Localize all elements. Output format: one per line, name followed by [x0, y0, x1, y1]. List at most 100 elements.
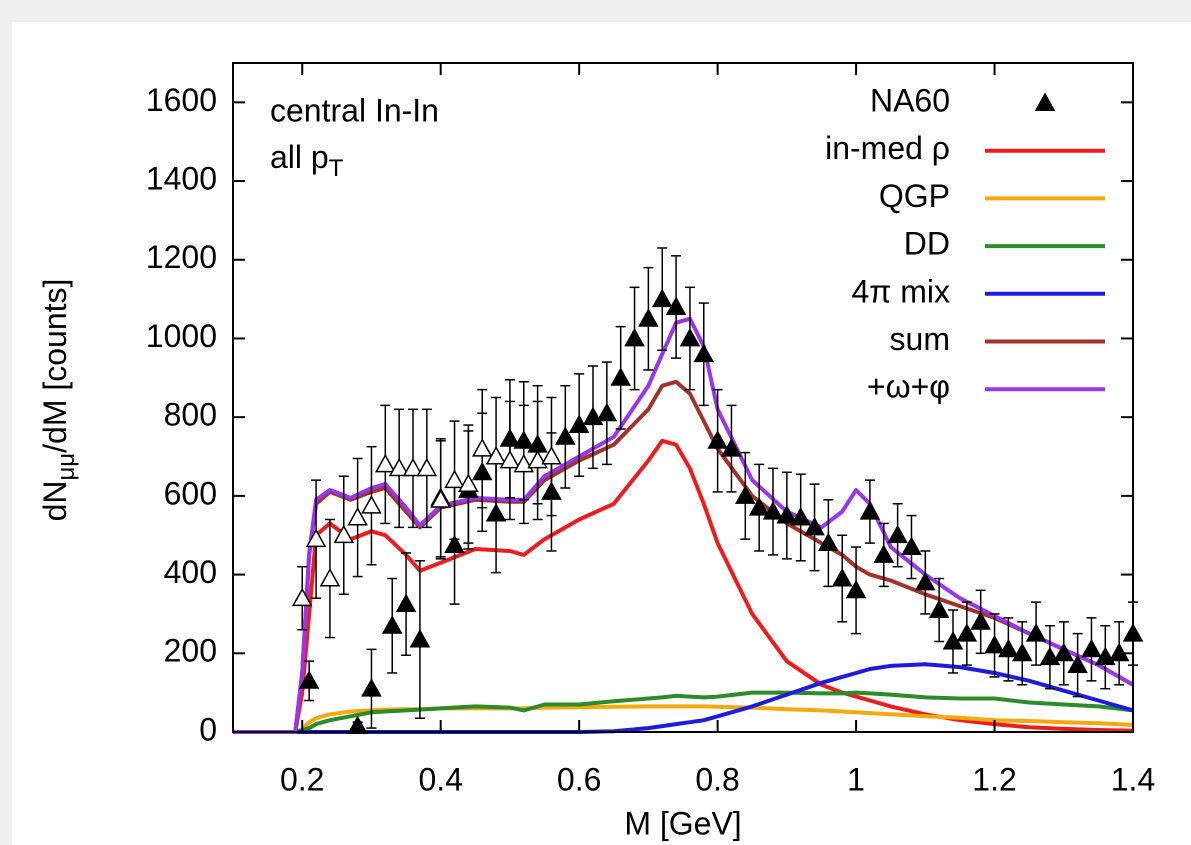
data-point: [541, 445, 562, 465]
data-point: [298, 670, 320, 689]
data-point: [970, 611, 991, 630]
annotation: central In-In: [270, 92, 439, 128]
data-point: [748, 497, 770, 516]
data-point: [381, 615, 403, 634]
data-point: [956, 623, 978, 642]
y-tick-label: 1600: [146, 82, 217, 118]
data-point: [984, 634, 1005, 654]
data-point: [915, 571, 936, 591]
data-point: [430, 489, 451, 508]
data-point: [347, 715, 368, 735]
data-point: [347, 506, 368, 526]
data-point: [735, 485, 756, 504]
series-line: [233, 690, 1134, 734]
data-point: [818, 532, 839, 552]
x-tick-label: 0.6: [557, 761, 601, 797]
data-point: [624, 327, 645, 347]
data-point: [596, 402, 618, 422]
legend-label: in-med ρ: [825, 130, 950, 166]
data-point: [458, 473, 479, 493]
data-point: [499, 449, 521, 469]
data-point: [1011, 642, 1033, 662]
legend-label: NA60: [870, 82, 950, 118]
data-point: [1081, 638, 1102, 658]
y-tick-label: 600: [164, 475, 217, 511]
data-point: [485, 445, 507, 465]
plot-area: [233, 247, 1144, 735]
legend-marker: [1034, 92, 1056, 111]
data-point: [721, 438, 742, 457]
data-point: [804, 516, 825, 536]
y-label-suffix: /dM [counts]: [37, 279, 73, 453]
y-tick-label: 1000: [146, 318, 217, 354]
y-tick-label: 1400: [146, 161, 217, 197]
data-point: [555, 426, 576, 445]
data-point: [638, 308, 659, 327]
data-point: [901, 536, 922, 555]
legend-label: QGP: [879, 178, 950, 214]
series-line: [233, 379, 1134, 734]
data-point: [395, 593, 417, 613]
annotation-text: all p: [270, 139, 329, 175]
y-axis-label: dNμμ/dM [counts]: [37, 279, 80, 522]
data-point: [409, 628, 431, 648]
y-tick-label: 0: [199, 711, 217, 747]
x-tick-label: 0.8: [695, 761, 739, 797]
data-point: [873, 544, 895, 563]
data-point: [361, 495, 382, 514]
data-point: [859, 501, 881, 520]
series-line: [233, 438, 1134, 734]
data-point: [707, 430, 728, 449]
data-point: [333, 524, 355, 544]
annotation-subscript: T: [329, 155, 344, 182]
data-point: [831, 567, 853, 587]
data-point: [790, 506, 811, 526]
x-tick-label: 0.2: [280, 761, 324, 797]
y-tick-label: 400: [164, 554, 217, 590]
y-tick-label: 1200: [146, 239, 217, 275]
data-point: [319, 567, 341, 587]
data-point: [388, 457, 410, 477]
y-tick-label: 200: [164, 633, 217, 669]
x-tick-label: 1.4: [1111, 761, 1155, 797]
data-point: [845, 579, 867, 599]
data-point: [928, 599, 950, 618]
data-point: [305, 528, 327, 548]
data-point: [361, 678, 382, 697]
legend-label: DD: [904, 226, 950, 262]
data-point: [471, 438, 493, 457]
annotation: all pT: [270, 139, 344, 182]
series-line: [233, 704, 1134, 734]
data-point: [375, 453, 396, 473]
x-tick-label: 1.2: [972, 761, 1016, 797]
data-point: [444, 534, 465, 554]
legend-label: 4π mix: [851, 273, 950, 309]
y-label-subscript: μμ: [53, 453, 80, 481]
data-point: [1053, 642, 1075, 662]
x-tick-label: 0.4: [418, 761, 462, 797]
data-point: [1067, 654, 1088, 674]
y-tick-label: 800: [164, 397, 217, 433]
plot-frame: [232, 62, 1134, 733]
data-point: [444, 469, 465, 489]
series-line: [233, 316, 1134, 734]
data-point: [402, 457, 424, 477]
data-point: [610, 367, 631, 386]
y-label-text: dN: [37, 481, 73, 522]
legend-label: sum: [890, 321, 950, 357]
data-point: [998, 638, 1019, 658]
data-point: [887, 524, 908, 544]
x-tick-label: 1: [847, 761, 865, 797]
data-point: [291, 587, 313, 607]
legend-label: +ω+φ: [867, 369, 950, 405]
data-point: [1025, 623, 1047, 642]
data-point: [651, 288, 673, 308]
data-point: [665, 296, 687, 315]
data-point: [693, 343, 715, 363]
data-point: [776, 505, 798, 524]
data-point: [762, 501, 784, 520]
x-axis-label: M [GeV]: [624, 805, 741, 841]
data-point: [416, 457, 438, 477]
